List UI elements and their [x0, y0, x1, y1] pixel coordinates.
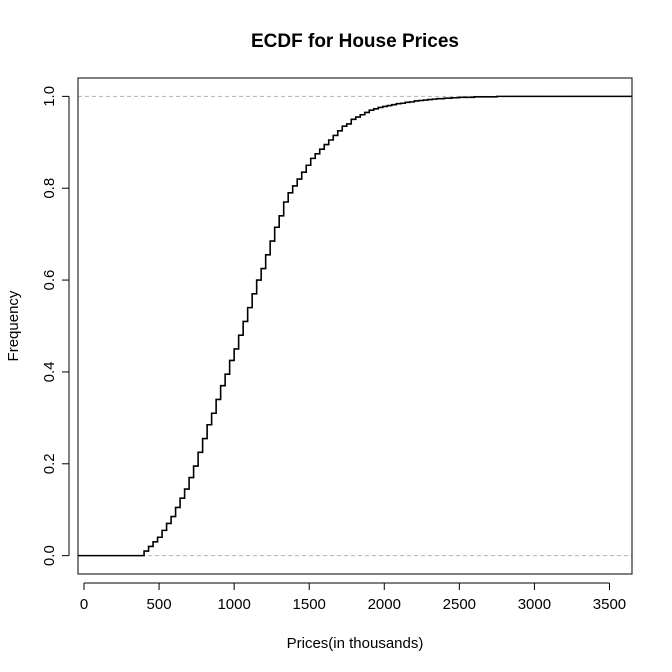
x-axis-label: Prices(in thousands) [287, 635, 424, 652]
y-tick-label-1: 0.2 [41, 453, 58, 474]
reference-lines [78, 95, 632, 557]
y-tick-label-0: 0.0 [41, 545, 58, 566]
y-tick-label-5: 1.0 [41, 86, 58, 107]
x-tick-label-2: 1000 [217, 596, 250, 613]
x-tick-label-3: 1500 [293, 596, 326, 613]
x-axis: 0 500 1000 1500 2000 2500 3000 3500 [80, 582, 626, 613]
plot-border [77, 77, 633, 575]
x-tick-label-5: 2500 [443, 596, 476, 613]
ecdf-step-line-0 [78, 95, 632, 557]
chart-title: ECDF for House Prices [251, 31, 459, 52]
ecdf-series [78, 95, 632, 557]
x-tick-label-7: 3500 [593, 596, 626, 613]
y-tick-label-3: 0.6 [41, 270, 58, 291]
x-tick-label-4: 2000 [368, 596, 401, 613]
y-tick-label-4: 0.8 [41, 178, 58, 199]
y-axis: 0.0 0.2 0.4 0.6 0.8 1.0 [41, 86, 70, 566]
x-tick-label-6: 3000 [518, 596, 551, 613]
y-axis-label: Frequency [5, 290, 22, 361]
y-tick-label-2: 0.4 [41, 362, 58, 383]
x-tick-label-0: 0 [80, 596, 88, 613]
x-tick-label-1: 500 [147, 596, 172, 613]
